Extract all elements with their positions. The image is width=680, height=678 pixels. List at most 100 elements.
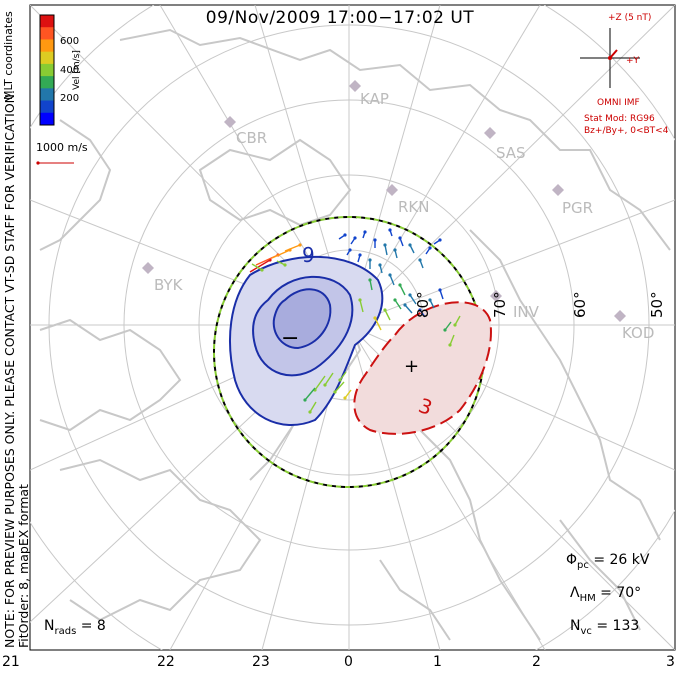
- velocity-vector: [399, 284, 406, 296]
- velocity-vector-origin: [260, 268, 264, 272]
- velocity-vector: [449, 334, 455, 346]
- station-label-kod: KOD: [622, 324, 654, 342]
- velocity-vector-origin: [373, 316, 377, 320]
- cross-polar-potential: Φpc = 26 kV: [566, 552, 650, 571]
- velocity-vector: [384, 309, 391, 321]
- station-marker-byk: [142, 262, 154, 274]
- station-label-sas: SAS: [496, 144, 526, 162]
- hm-latitude: ΛHM = 70°: [570, 585, 642, 604]
- velocity-vector-origin: [443, 328, 447, 332]
- velocity-vector-origin: [403, 303, 407, 307]
- lat-label-60: 60°: [571, 291, 589, 318]
- dawn-cell-contour: [353, 301, 492, 435]
- velocity-vector-origin: [358, 298, 362, 302]
- map-title: 09/Nov/2009 17:00−17:02 UT: [205, 8, 475, 28]
- potential-maximum-marker: +: [404, 356, 419, 377]
- velocity-vector-origin: [353, 236, 357, 240]
- velocity-vector-origin: [398, 236, 402, 240]
- velocity-vector-origin: [453, 323, 457, 327]
- velocity-vector-origin: [408, 243, 412, 247]
- station-marker-kod: [614, 310, 626, 322]
- imf-source: OMNI IMF: [597, 98, 640, 108]
- velocity-vector: [284, 244, 301, 252]
- station-layer: KAP CBR SAS RKN PGR BYK INV KOD: [142, 80, 654, 342]
- station-label-kap: KAP: [360, 90, 389, 108]
- mlt-tick-2: 2: [532, 654, 541, 670]
- imf-condition: Bz+/By+, 0<BT<4: [584, 126, 669, 136]
- velocity-vector: [314, 375, 326, 391]
- coastlines: [39, 28, 671, 641]
- velocity-vector-origin: [428, 298, 432, 302]
- velocity-vector-origin: [333, 390, 337, 394]
- velocity-vector: [444, 321, 452, 331]
- velocity-vector-origin: [438, 238, 442, 242]
- dusk-cell-inner-contour: [272, 288, 332, 350]
- velocity-vector-origin: [383, 308, 387, 312]
- velocity-vector: [249, 259, 271, 273]
- preview-note: NOTE: FOR PREVIEW PURPOSES ONLY. PLEASE …: [2, 90, 17, 648]
- velocity-vector-origin: [438, 288, 442, 292]
- imf-y-axis-label: +Y: [626, 56, 640, 66]
- station-marker-sas: [484, 127, 496, 139]
- velocity-vector-origin: [383, 243, 387, 247]
- radar-count: Nrads = 8: [44, 618, 106, 637]
- station-marker-kap: [349, 80, 361, 92]
- station-marker-rkn: [386, 184, 398, 196]
- lat-label-80: 80°: [414, 291, 432, 318]
- velocity-vector-origin: [373, 238, 377, 242]
- velocity-vector: [251, 263, 263, 271]
- mlt-tick-1: 1: [433, 654, 442, 670]
- velocity-vector-origin: [428, 246, 432, 250]
- station-label-rkn: RKN: [398, 198, 429, 216]
- velocity-vector: [339, 371, 347, 381]
- velocity-vector-origin: [418, 308, 422, 312]
- colorbar-cell: [40, 51, 54, 65]
- colorbar-tick-600: 600: [60, 36, 80, 47]
- velocity-vector-origin: [343, 396, 347, 400]
- velocity-vector-origin: [398, 283, 402, 287]
- mlt-tick-0: 0: [344, 654, 353, 670]
- imf-z-axis-label: +Z (5 nT): [608, 13, 652, 23]
- station-label-byk: BYK: [154, 276, 184, 294]
- velocity-vector: [384, 244, 388, 256]
- vector-count: Nvc = 133: [570, 618, 640, 637]
- velocity-vector-origin: [368, 278, 372, 282]
- velocity-vector: [404, 304, 413, 314]
- station-label-inv: INV: [513, 303, 540, 321]
- velocity-vector-origin: [378, 263, 382, 267]
- colorbar-cell: [40, 15, 54, 28]
- velocity-vector-origin: [388, 273, 392, 277]
- mlt-tick-22: 22: [157, 654, 175, 670]
- scale-vector-origin: [36, 161, 40, 165]
- velocity-vector: [309, 401, 317, 413]
- mlt-tick-21: 21: [2, 654, 20, 670]
- velocity-vector-origin: [448, 343, 452, 347]
- velocity-vector: [389, 274, 395, 286]
- station-label-cbr: CBR: [236, 129, 267, 147]
- velocity-vector-origin: [358, 253, 362, 257]
- scale-vector-label: 1000 m/s: [36, 141, 88, 154]
- colorbar-cell: [40, 112, 54, 126]
- colorbar-cell: [40, 88, 54, 102]
- imf-clock: [580, 28, 640, 88]
- colorbar-cell: [40, 27, 54, 40]
- velocity-vector: [409, 294, 417, 305]
- colorbar-cell: [40, 100, 54, 114]
- station-marker-cbr: [224, 116, 236, 128]
- imf-model: Stat Mod: RG96: [584, 114, 655, 124]
- velocity-vector-origin: [388, 228, 392, 232]
- velocity-vector-origin: [343, 233, 347, 237]
- velocity-vector-origin: [348, 248, 352, 252]
- station-label-pgr: PGR: [562, 199, 593, 217]
- velocity-colorbar: [39, 14, 55, 126]
- colorbar-cell: [40, 63, 54, 77]
- colorbar-cell: [40, 39, 54, 53]
- velocity-vector: [271, 249, 291, 259]
- velocity-vector: [334, 381, 345, 393]
- velocity-vector-origin: [418, 258, 422, 262]
- velocity-vector: [369, 279, 373, 291]
- colorbar-tick-200: 200: [60, 93, 80, 104]
- velocity-vector: [394, 299, 402, 310]
